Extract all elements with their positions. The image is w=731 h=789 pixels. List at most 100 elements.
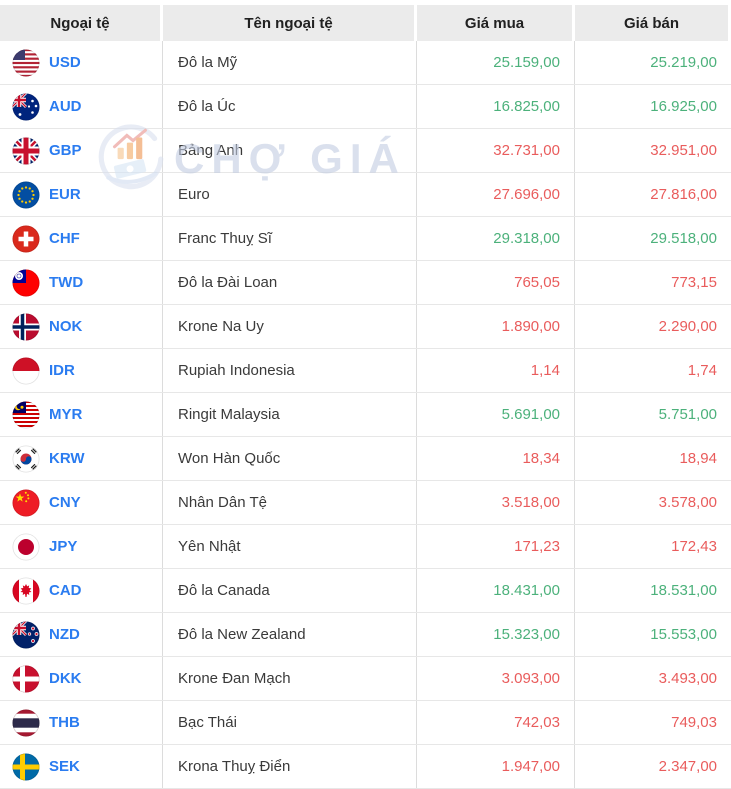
- currency-cell: KRW: [0, 437, 163, 480]
- buy-price: 3.093,00: [417, 657, 575, 700]
- table-row[interactable]: IDR Rupiah Indonesia 1,14 1,74: [0, 349, 731, 393]
- currency-code[interactable]: JPY: [49, 538, 78, 555]
- currency-cell: USD: [0, 41, 163, 84]
- buy-price: 25.159,00: [417, 41, 575, 84]
- denmark-flag-icon: [12, 664, 40, 693]
- japan-flag-icon: [12, 532, 40, 561]
- buy-price: 18,34: [417, 437, 575, 480]
- header-name: Tên ngoại tệ: [163, 5, 414, 41]
- table-row[interactable]: DKK Krone Đan Mạch 3.093,00 3.493,00: [0, 657, 731, 701]
- australia-flag-icon: [12, 92, 40, 121]
- table-row[interactable]: GBP Bảng Anh 32.731,00 32.951,00: [0, 129, 731, 173]
- buy-price: 171,23: [417, 525, 575, 568]
- header-currency: Ngoại tệ: [0, 5, 160, 41]
- table-row[interactable]: THB Bạc Thái 742,03 749,03: [0, 701, 731, 745]
- currency-name: Nhân Dân Tệ: [163, 481, 417, 524]
- currency-cell: THB: [0, 701, 163, 744]
- sell-price: 749,03: [671, 714, 717, 731]
- currency-name: Đô la Đài Loan: [163, 261, 417, 304]
- currency-name: Đô la Úc: [163, 85, 417, 128]
- currency-name: Đô la Canada: [163, 569, 417, 612]
- buy-price: 3.518,00: [417, 481, 575, 524]
- currency-code[interactable]: THB: [49, 714, 80, 731]
- currency-cell: CAD: [0, 569, 163, 612]
- buy-price: 27.696,00: [417, 173, 575, 216]
- currency-name: Bạc Thái: [163, 701, 417, 744]
- table-row[interactable]: MYR Ringit Malaysia 5.691,00 5.751,00: [0, 393, 731, 437]
- currency-cell: IDR: [0, 349, 163, 392]
- currency-cell: EUR: [0, 173, 163, 216]
- table-row[interactable]: AUD Đô la Úc 16.825,00 16.925,00: [0, 85, 731, 129]
- currency-code[interactable]: AUD: [49, 98, 82, 115]
- currency-name: Krone Na Uy: [163, 305, 417, 348]
- currency-code[interactable]: DKK: [49, 670, 82, 687]
- buy-price: 1,14: [417, 349, 575, 392]
- sell-price: 29.518,00: [650, 230, 717, 247]
- currency-cell: GBP: [0, 129, 163, 172]
- table-row[interactable]: CAD Đô la Canada 18.431,00 18.531,00: [0, 569, 731, 613]
- table-row[interactable]: SEK Krona Thuỵ Điển 1.947,00 2.347,00: [0, 745, 731, 789]
- currency-name: Đô la New Zealand: [163, 613, 417, 656]
- us-flag-icon: [12, 48, 40, 77]
- buy-price: 32.731,00: [417, 129, 575, 172]
- sell-price: 27.816,00: [650, 186, 717, 203]
- table-header: Ngoại tệ Tên ngoại tệ Giá mua Giá bán: [0, 5, 731, 41]
- sell-price: 18,94: [679, 450, 717, 467]
- china-flag-icon: [12, 488, 40, 517]
- sell-price: 172,43: [671, 538, 717, 555]
- currency-code[interactable]: MYR: [49, 406, 83, 423]
- table-row[interactable]: CHF Franc Thuỵ Sĩ 29.318,00 29.518,00: [0, 217, 731, 261]
- table-row[interactable]: KRW Won Hàn Quốc 18,34 18,94: [0, 437, 731, 481]
- currency-code[interactable]: NOK: [49, 318, 83, 335]
- sell-price: 2.290,00: [658, 318, 717, 335]
- table-row[interactable]: NOK Krone Na Uy 1.890,00 2.290,00: [0, 305, 731, 349]
- currency-code[interactable]: CHF: [49, 230, 80, 247]
- currency-cell: JPY: [0, 525, 163, 568]
- buy-price: 765,05: [417, 261, 575, 304]
- eu-flag-icon: [12, 180, 40, 209]
- currency-code[interactable]: IDR: [49, 362, 75, 379]
- sell-price: 2.347,00: [658, 758, 717, 775]
- currency-code[interactable]: SEK: [49, 758, 80, 775]
- sell-price: 32.951,00: [650, 142, 717, 159]
- sell-price: 18.531,00: [650, 582, 717, 599]
- sell-price: 1,74: [687, 362, 717, 379]
- currency-code[interactable]: USD: [49, 54, 81, 71]
- currency-code[interactable]: NZD: [49, 626, 80, 643]
- currency-code[interactable]: CNY: [49, 494, 81, 511]
- malaysia-flag-icon: [12, 400, 40, 429]
- currency-code[interactable]: TWD: [49, 274, 84, 291]
- table-row[interactable]: TWD Đô la Đài Loan 765,05 773,15: [0, 261, 731, 305]
- currency-code[interactable]: EUR: [49, 186, 81, 203]
- currency-name: Euro: [163, 173, 417, 216]
- currency-code[interactable]: GBP: [49, 142, 82, 159]
- table-row[interactable]: NZD Đô la New Zealand 15.323,00 15.553,0…: [0, 613, 731, 657]
- currency-name: Krona Thuỵ Điển: [163, 745, 417, 788]
- buy-price: 29.318,00: [417, 217, 575, 260]
- table-row[interactable]: USD Đô la Mỹ 25.159,00 25.219,00: [0, 41, 731, 85]
- currency-name: Đô la Mỹ: [163, 41, 417, 84]
- table-row[interactable]: EUR Euro 27.696,00 27.816,00: [0, 173, 731, 217]
- table-row[interactable]: CNY Nhân Dân Tệ 3.518,00 3.578,00: [0, 481, 731, 525]
- canada-flag-icon: [12, 576, 40, 605]
- table-row[interactable]: JPY Yên Nhật 171,23 172,43: [0, 525, 731, 569]
- switzerland-flag-icon: [12, 224, 40, 253]
- currency-name: Yên Nhật: [163, 525, 417, 568]
- currency-cell: NZD: [0, 613, 163, 656]
- currency-cell: NOK: [0, 305, 163, 348]
- currency-name: Ringit Malaysia: [163, 393, 417, 436]
- buy-price: 1.947,00: [417, 745, 575, 788]
- currency-cell: CNY: [0, 481, 163, 524]
- currency-code[interactable]: CAD: [49, 582, 82, 599]
- uk-flag-icon: [12, 136, 40, 165]
- buy-price: 18.431,00: [417, 569, 575, 612]
- currency-code[interactable]: KRW: [49, 450, 85, 467]
- buy-price: 15.323,00: [417, 613, 575, 656]
- currency-cell: CHF: [0, 217, 163, 260]
- header-buy-price: Giá mua: [417, 5, 572, 41]
- currency-name: Franc Thuỵ Sĩ: [163, 217, 417, 260]
- norway-flag-icon: [12, 312, 40, 341]
- currency-name: Krone Đan Mạch: [163, 657, 417, 700]
- sell-price: 5.751,00: [658, 406, 717, 423]
